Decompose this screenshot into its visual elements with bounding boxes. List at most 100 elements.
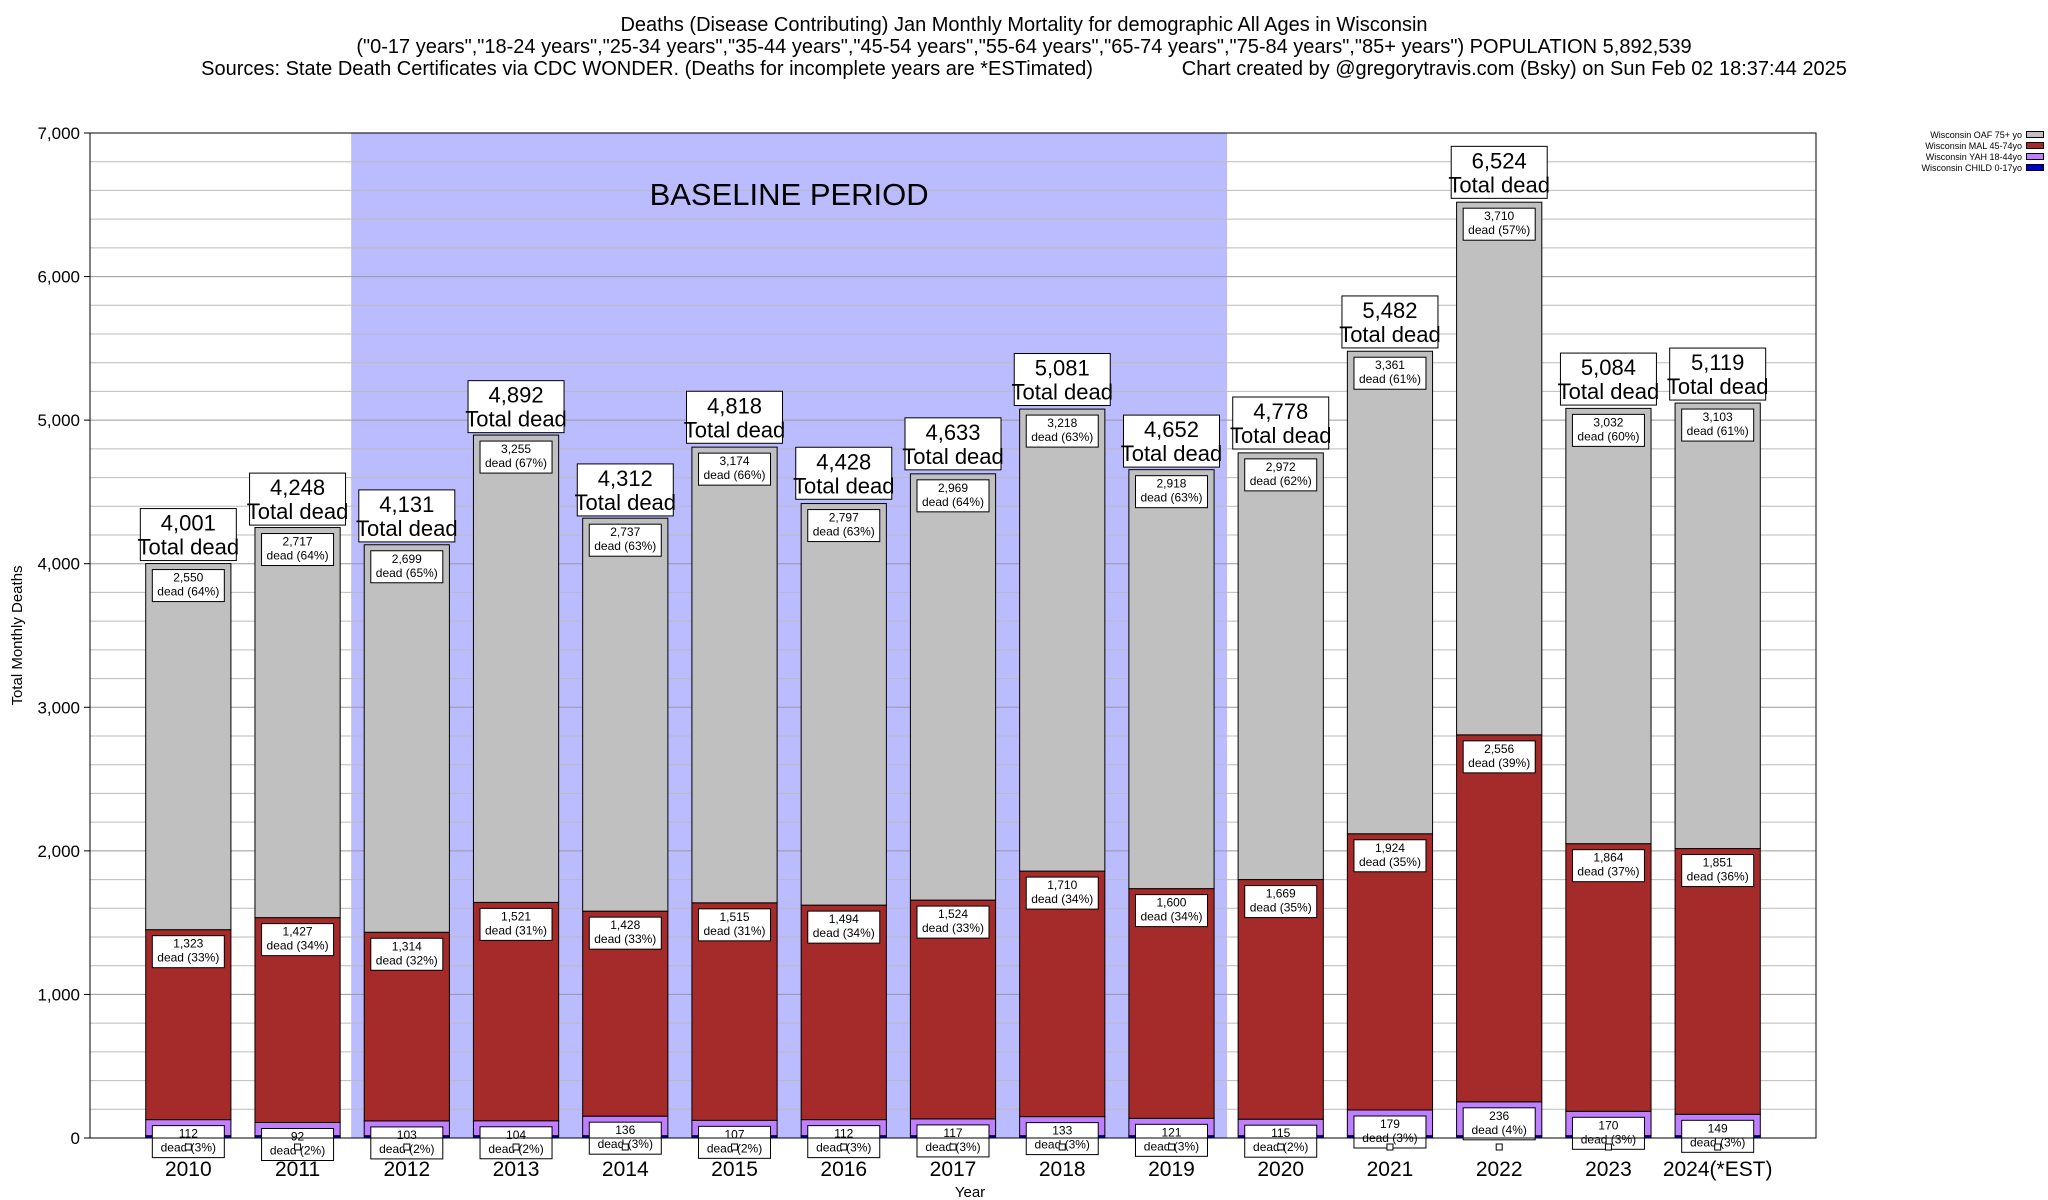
total-label-box xyxy=(139,508,237,562)
bar-label-yah: 112 xyxy=(834,1127,853,1141)
bar-label-mal: 1,851 xyxy=(1703,856,1733,870)
bar-label-mal: 1,494 xyxy=(829,912,859,926)
total-label: 4,428 xyxy=(816,449,871,474)
bar-label-yah-box xyxy=(261,1127,335,1161)
total-label-box xyxy=(1122,414,1220,468)
total-label: 5,084 xyxy=(1581,355,1636,380)
bar-label-mal-box xyxy=(588,916,662,950)
bar-oaf xyxy=(1674,402,1761,850)
bar-label-mal: dead (33%) xyxy=(922,921,984,935)
total-label: Total dead xyxy=(684,417,786,442)
bar-label-oaf: dead (60%) xyxy=(1577,429,1639,443)
y-tick-label: 6,000 xyxy=(37,268,80,287)
bar-label-yah: 170 xyxy=(1598,1118,1618,1132)
bar-label-yah-box xyxy=(151,1125,225,1159)
bar-label-mal-box xyxy=(1681,854,1755,888)
bar-oaf xyxy=(582,517,669,912)
bar-oaf xyxy=(800,503,887,906)
x-tick-label: 2010 xyxy=(165,1158,212,1181)
bar-label-mal: 1,669 xyxy=(1266,887,1296,901)
bar-label-oaf: dead (62%) xyxy=(1250,474,1312,488)
bar-label-mal: dead (36%) xyxy=(1687,870,1749,884)
bar-label-mal: dead (39%) xyxy=(1468,756,1530,770)
bar-oaf xyxy=(363,544,450,933)
y-tick-label: 0 xyxy=(71,1129,80,1148)
zero-marker xyxy=(1058,1143,1066,1151)
bar-label-oaf: 3,218 xyxy=(1047,416,1077,430)
zero-marker xyxy=(1495,1143,1503,1151)
bar-mal xyxy=(1456,734,1543,1103)
bar-label-mal: dead (35%) xyxy=(1250,901,1312,915)
bar-label-yah: 115 xyxy=(1271,1126,1290,1140)
bar-label-oaf-box xyxy=(370,550,444,584)
baseline-period-label: BASELINE PERIOD xyxy=(650,177,929,212)
x-tick-label: 2019 xyxy=(1148,1158,1195,1181)
total-label: 4,248 xyxy=(270,475,325,500)
zero-marker xyxy=(1604,1143,1612,1151)
bar-mal xyxy=(1346,833,1434,1111)
bar-label-yah: 179 xyxy=(1380,1117,1400,1131)
bar-label-oaf: dead (57%) xyxy=(1468,223,1530,237)
bar-label-mal-box xyxy=(1025,876,1099,910)
bar-label-yah: 136 xyxy=(615,1123,635,1137)
total-label: Total dead xyxy=(902,444,1004,469)
bar-label-oaf: 2,737 xyxy=(610,525,640,539)
chart-subtitle-sources: Sources: State Death Certificates via CD… xyxy=(201,58,1847,80)
bar-label-mal: 2,556 xyxy=(1484,742,1514,756)
bar-mal xyxy=(1674,848,1761,1115)
bar-label-mal-box xyxy=(1353,839,1427,873)
bar-mal xyxy=(1565,843,1652,1112)
bar-label-oaf-box xyxy=(151,569,225,603)
bar-label-oaf: 3,103 xyxy=(1703,410,1733,424)
chart-title: Deaths (Disease Contributing) Jan Monthl… xyxy=(620,14,1428,36)
total-label-box xyxy=(576,463,674,517)
bar-label-yah-box xyxy=(1462,1107,1536,1141)
total-label: Total dead xyxy=(1448,172,1550,197)
x-tick-label: 2021 xyxy=(1367,1158,1414,1181)
legend-label: Wisconsin YAH 18-44yo xyxy=(1925,152,2022,162)
bar-label-mal: 1,600 xyxy=(1156,896,1186,910)
bar-label-yah-box xyxy=(1353,1115,1427,1149)
bar-label-yah: 107 xyxy=(725,1127,745,1141)
bar-label-oaf: 3,032 xyxy=(1593,415,1623,429)
bar-label-mal: dead (34%) xyxy=(1031,892,1093,906)
x-tick-label: 2011 xyxy=(275,1158,320,1181)
bar-oaf xyxy=(1128,469,1215,890)
bar-label-mal: dead (34%) xyxy=(267,939,329,953)
y-tick-label: 1,000 xyxy=(37,985,80,1004)
legend-item-yah: Wisconsin YAH 18-44yo xyxy=(1866,152,2044,163)
bar-label-yah: 92 xyxy=(291,1129,305,1143)
y-tick-label: 7,000 xyxy=(37,124,80,143)
y-tick-label: 5,000 xyxy=(37,411,80,430)
bar-label-oaf-box xyxy=(1571,413,1645,447)
bar-oaf xyxy=(909,473,997,901)
bar-label-yah: 117 xyxy=(943,1126,962,1140)
legend-item-oaf: Wisconsin OAF 75+ yo xyxy=(1866,130,2044,141)
total-label: 4,892 xyxy=(489,383,544,408)
bar-label-yah: dead (4%) xyxy=(1472,1123,1527,1137)
bar-label-yah: 121 xyxy=(1161,1125,1181,1139)
bar-label-oaf: dead (64%) xyxy=(267,549,329,563)
bar-oaf xyxy=(1346,350,1434,835)
legend-swatch xyxy=(2026,153,2044,160)
y-axis-label: Total Monthly Deaths xyxy=(9,565,26,705)
bar-label-oaf: 2,699 xyxy=(392,552,422,566)
total-label: Total dead xyxy=(575,490,677,515)
total-label: Total dead xyxy=(1121,441,1223,466)
bar-label-oaf: 2,969 xyxy=(938,481,968,495)
total-label: Total dead xyxy=(247,499,349,524)
bar-label-yah: dead (3%) xyxy=(1690,1135,1745,1149)
bar-label-yah: 236 xyxy=(1489,1109,1509,1123)
bar-label-oaf: dead (61%) xyxy=(1687,424,1749,438)
bar-label-oaf-box xyxy=(1681,408,1755,442)
bar-label-mal: 1,515 xyxy=(720,910,750,924)
bar-label-mal: 1,428 xyxy=(610,918,640,932)
bar-label-yah-box xyxy=(698,1125,772,1159)
total-label: 5,119 xyxy=(1691,350,1744,375)
bar-label-oaf-box xyxy=(698,452,772,486)
bar-label-oaf-box xyxy=(916,479,990,513)
total-label: 5,482 xyxy=(1362,298,1417,323)
bar-label-oaf: 3,710 xyxy=(1484,209,1514,223)
bar-label-mal: dead (31%) xyxy=(703,924,765,938)
bar-label-mal: dead (37%) xyxy=(1577,865,1639,879)
